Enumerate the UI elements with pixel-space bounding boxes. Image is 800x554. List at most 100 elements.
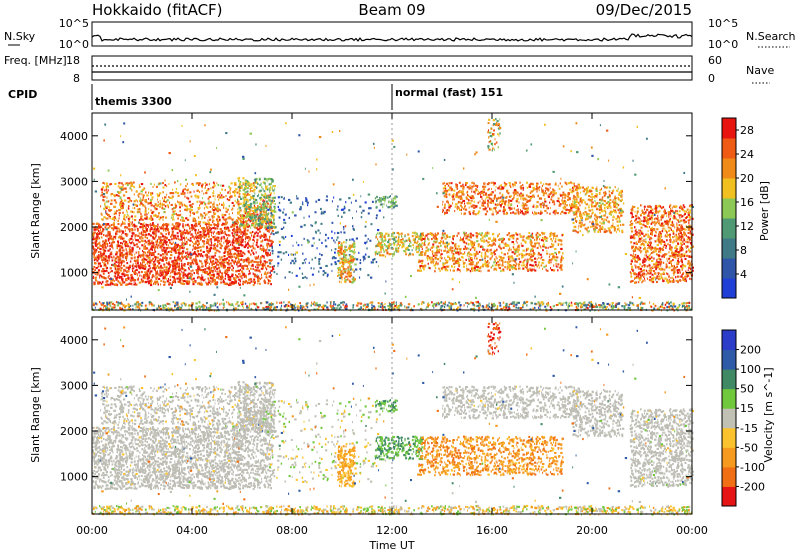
power-cell xyxy=(502,261,504,264)
power-cell xyxy=(175,261,177,264)
power-cell xyxy=(411,235,414,238)
power-cell xyxy=(107,185,109,188)
power-cell xyxy=(196,271,199,274)
power-cell xyxy=(121,279,124,282)
power-cell xyxy=(116,283,118,286)
power-cell xyxy=(146,277,149,280)
power-cell xyxy=(101,191,103,194)
power-cell xyxy=(443,236,445,239)
power-cell xyxy=(192,227,195,230)
power-cell xyxy=(102,228,105,231)
power-cell xyxy=(178,214,181,217)
power-cell xyxy=(543,238,547,241)
power-cell xyxy=(201,262,203,265)
power-cell xyxy=(202,233,205,236)
power-cell xyxy=(154,258,157,261)
power-cell xyxy=(207,246,209,249)
power-cell xyxy=(442,242,445,245)
power-cell xyxy=(179,277,181,280)
power-cell xyxy=(209,218,212,221)
power-cell xyxy=(206,255,209,258)
power-cell xyxy=(271,265,274,268)
power-cell xyxy=(256,261,259,264)
power-cell xyxy=(269,218,272,221)
power-cell xyxy=(201,235,204,238)
power-cell xyxy=(337,267,340,270)
power-cell xyxy=(98,224,101,227)
power-cell xyxy=(412,244,414,247)
power-cell xyxy=(544,245,546,248)
power-cell xyxy=(487,255,489,258)
power-cell xyxy=(473,253,475,256)
power-cell xyxy=(456,269,458,272)
power-cell xyxy=(163,211,165,214)
power-cell xyxy=(377,229,380,232)
power-cell xyxy=(151,210,155,213)
power-cell xyxy=(107,230,110,233)
power-cell xyxy=(113,215,116,218)
power-cell xyxy=(525,237,528,240)
power-cell xyxy=(144,267,147,270)
power-cell xyxy=(121,246,124,249)
power-cell xyxy=(433,237,435,240)
power-cell xyxy=(160,266,162,269)
power-cell xyxy=(217,240,219,243)
power-cell xyxy=(191,235,193,238)
power-cell xyxy=(470,253,473,256)
power-cell xyxy=(214,198,216,201)
power-cell xyxy=(405,247,407,250)
power-cell xyxy=(338,241,341,244)
power-cell xyxy=(242,267,245,270)
power-cell xyxy=(437,232,439,235)
power-cell xyxy=(509,235,512,238)
power-cell xyxy=(162,246,165,249)
power-cell xyxy=(235,253,239,256)
power-cell xyxy=(479,267,482,270)
power-cell xyxy=(271,215,273,218)
power-cell xyxy=(355,268,358,271)
power-cell xyxy=(168,246,170,249)
power-cell xyxy=(267,213,269,216)
power-cell xyxy=(93,283,96,286)
power-cell xyxy=(123,274,126,277)
power-cell xyxy=(161,239,164,242)
power-cell xyxy=(167,267,170,270)
power-cell xyxy=(339,250,340,253)
power-cell xyxy=(122,211,124,214)
power-cell xyxy=(130,181,132,184)
power-cell xyxy=(112,279,114,282)
power-cell xyxy=(172,248,174,251)
power-cell xyxy=(228,234,231,237)
power-cell xyxy=(241,244,244,247)
power-cell xyxy=(444,257,446,260)
power-cell xyxy=(98,242,100,245)
power-cell xyxy=(180,270,182,273)
power-cell xyxy=(218,266,220,269)
power-cell xyxy=(124,243,126,246)
power-cell xyxy=(188,208,191,211)
power-cell xyxy=(211,280,214,283)
power-cell xyxy=(159,246,162,249)
power-cell xyxy=(159,272,161,275)
power-cell xyxy=(402,242,404,245)
power-cell xyxy=(140,190,143,193)
power-cell xyxy=(269,275,271,278)
power-cell xyxy=(207,267,210,270)
power-cell xyxy=(170,216,173,219)
power-cell xyxy=(200,202,202,205)
power-cell xyxy=(162,186,165,189)
power-cell xyxy=(240,189,242,192)
power-cell xyxy=(401,235,403,238)
power-cell xyxy=(217,276,219,279)
power-cell xyxy=(105,191,108,194)
power-cell xyxy=(325,233,327,236)
power-cell xyxy=(159,226,161,229)
power-cell xyxy=(475,232,478,235)
power-cell xyxy=(104,182,105,185)
power-cell xyxy=(121,205,124,208)
power-cell xyxy=(451,249,454,252)
noise-right-tick-bottom: 10^0 xyxy=(708,38,738,51)
power-cell xyxy=(219,246,222,249)
power-cell xyxy=(221,260,224,263)
power-cell xyxy=(246,236,248,239)
